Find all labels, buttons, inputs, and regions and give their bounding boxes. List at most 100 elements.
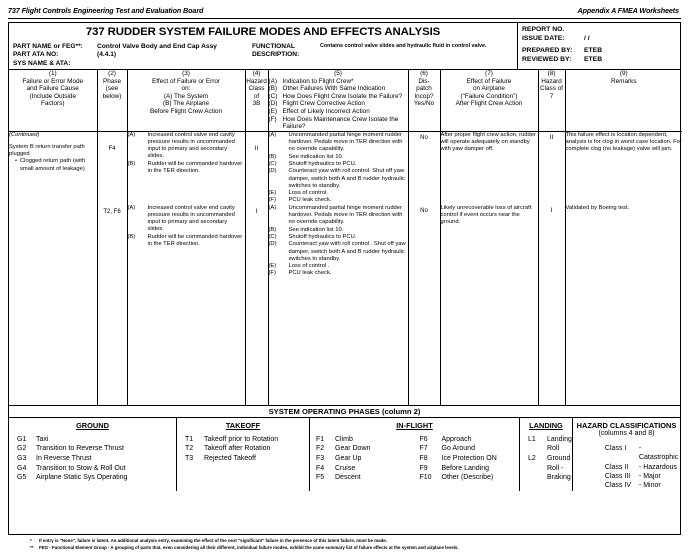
legend-inflight-heading: IN-FLIGHT [396,420,433,430]
list-item: T3 Rejected Takeoff [185,454,256,462]
col5-item: (A) Indication to Flight Crew* [268,77,354,85]
crew-item: (F) PCU leak check. [268,270,332,277]
list-item: Clogged return path (with small amount o… [15,158,97,173]
report-no-value [584,25,680,34]
col5-item: (E) Effect of Likely Incorrect Action [268,107,370,115]
list-item: G3 In Reverse Thrust [17,454,92,462]
reviewed-by-row: REVIEWED BY: ETEB [522,55,680,64]
title-block: 737 RUDDER SYSTEM FAILURE MODES AND EFFE… [9,23,680,70]
fmea-table-body: (Continued) System B return transfer pat… [9,131,682,405]
issue-date-row: ISSUE DATE: / / [522,34,680,43]
list-item: T1 Takeoff prior to Rotation [185,435,279,443]
cell-remarks: This failure effect is location dependen… [564,131,682,205]
legend-takeoff: TAKEOFF T1 Takeoff prior to Rotation T2 Ta… [177,417,310,491]
sys-name-row: SYS NAME & ATA: [13,60,515,68]
effect-item: (A) Increased control valve end cavity pr… [127,131,235,160]
crew-item: (D) Counteract yaw with roll control. Shu… [268,168,405,189]
failure-mode-bullets: Clogged return path (with small amount o… [9,158,97,173]
col-header-6: (6) Dis- patch Incop? Yes/No [407,70,441,132]
legend-inflight-right: F6 Approach F7 Go Around F8 Ice Protection … [416,435,520,483]
table-header-row: (1) Failure or Error Mode and Failure Ca… [9,70,682,132]
page-title: 737 RUDDER SYSTEM FAILURE MODES AND EFFE… [85,26,441,38]
issue-date-label: ISSUE DATE: [522,35,565,42]
fmea-table-head: (1) Failure or Error Mode and Failure Ca… [9,70,682,132]
legend-phases: GROUND G1 Taxi G2 Transition to Reverse Th… [9,417,573,491]
legend-landing: LANDING L1 Landing Roll L2 Ground Roll - B… [520,418,572,491]
effect-item: (A) Increased control valve end cavity pr… [127,204,235,233]
system-operating-phases-title: SYSTEM OPERATING PHASES (column 2) [9,404,680,418]
cell-phase: T2, F6 [96,204,128,405]
functional-label-line2: DESCRIPTION: [252,51,300,59]
list-item: Class II - Hazardous [604,463,678,471]
col5-item: (C) How Does Flight Crew Isolate the Fail… [268,92,403,100]
legend-inflight-left: F1 Climb F2 Gear Down F3 Gear Up F4 Cruise F… [312,435,416,483]
crew-item: (B) See indication list 10. [268,153,344,160]
crew-item: (B) See indication list 10. [268,226,344,233]
cell-phase: F4 [96,131,128,205]
list-item: F10 Other (Describe) [419,474,494,482]
functional-label-line1: FUNCTIONAL [252,43,295,50]
effects-list: (A) Increased control valve end cavity pr… [128,205,245,248]
col-header-2: (2) Phase (see below) [96,70,128,132]
report-no-row: REPORT NO. [522,25,680,34]
list-item: T2 Takeoff after Rotation [185,445,271,453]
col-header-7: (7) Effect of Failure on Airplane ("Fail… [439,70,539,132]
list-item: L2 Ground Roll - Braking [528,454,571,482]
legend-inflight-columns: F1 Climb F2 Gear Down F3 Gear Up F4 Cruise F… [310,435,519,483]
cell-dispatch: No [407,131,441,205]
col-header-9: (9) Remarks [564,70,682,132]
worksheet-frame: 737 RUDDER SYSTEM FAILURE MODES AND EFFE… [8,22,682,535]
col-header-3: (3) Effect of Failure or Error on: (A) T… [126,70,246,132]
table-row: (Continued) System B return transfer pat… [9,131,682,205]
cell-hazard-3b: I [244,204,269,405]
list-item: F1 Climb [316,435,353,443]
cell-dispatch: No [407,204,441,405]
part-name-label: PART NAME or FEG**: [13,43,83,50]
hazard-subtitle: (columns 4 and 8) [598,429,655,437]
hazard-title: HAZARD CLASSIFICATIONS [576,420,677,430]
cell-hazard-7: II [537,131,566,205]
cell-hazard-7: I [537,204,566,405]
running-head: 737 Flight Controls Engineering Test and… [8,6,681,15]
cell-effects: (A) Increased control valve end cavity pr… [126,204,246,405]
list-item: F2 Gear Down [316,445,371,453]
cell-failure-mode [9,204,98,405]
list-item: L1 Landing Roll [528,435,572,453]
legend-area: GROUND G1 Taxi G2 Transition to Reverse Th… [9,417,680,491]
part-ata-row: PART ATA NO: (4.4.1) [13,51,515,59]
issue-date-value: / / [584,35,590,42]
continued-note: (Continued) [9,131,40,138]
col5-item: (F) How Does Maintenance Crew Isolate the… [268,115,399,131]
running-head-right: Appendix A FMEA Worksheets [577,6,680,15]
part-info: PART NAME or FEG**: Control Valve Body a… [13,43,515,68]
running-head-left: 737 Flight Controls Engineering Test and… [8,6,204,15]
crew-item: (F) PCU leak check. [268,197,332,204]
crew-item: (E) Loss of control . [268,263,330,270]
prepared-by-value: ETEB [584,47,603,54]
sys-name-label: SYS NAME & ATA: [13,59,71,67]
report-info: REPORT NO. ISSUE DATE: / / PREPARED BY: … [518,23,680,69]
list-item: G1 Taxi [17,435,49,443]
list-item: G5 Airplane Static Sys Operating [17,474,128,482]
list-item: Class III - Major [604,472,661,480]
legend-ground-heading: GROUND [76,420,109,430]
list-item: F8 Ice Protection ON [419,454,497,462]
cell-remarks: Validated by Boeing test. [564,204,682,405]
crew-item: (A) Uncommanded partial hinge moment rudd… [268,204,403,226]
legend-landing-heading: LANDING [529,420,563,430]
list-item: Class I- Catastrophic [604,444,679,462]
running-head-rule [8,18,681,19]
list-item: F3 Gear Up [316,454,362,462]
list-item: F4 Cruise [316,464,356,472]
prepared-by-row: PREPARED BY: ETEB [522,46,680,55]
cell-crew-actions: (A) Uncommanded partial hinge moment rudd… [267,204,409,405]
col-header-8: (8) Hazard Class of 7 [537,70,566,132]
crew-item: (C) Shutoff hydraulics to PCU. [268,160,357,167]
list-item: F7 Go Around [419,445,475,453]
effect-item: (B) Rudder will be commanded hardover in … [127,160,243,174]
col-header-4: (4) Hazard Class of 3B [244,70,269,132]
fmea-table: (1) Failure or Error Mode and Failure Ca… [9,70,682,405]
crew-item: (E) Loss of control. [268,190,328,197]
crew-item: (A) Uncommanded partial hinge moment rudd… [268,131,403,153]
legend-takeoff-heading: TAKEOFF [225,420,261,430]
